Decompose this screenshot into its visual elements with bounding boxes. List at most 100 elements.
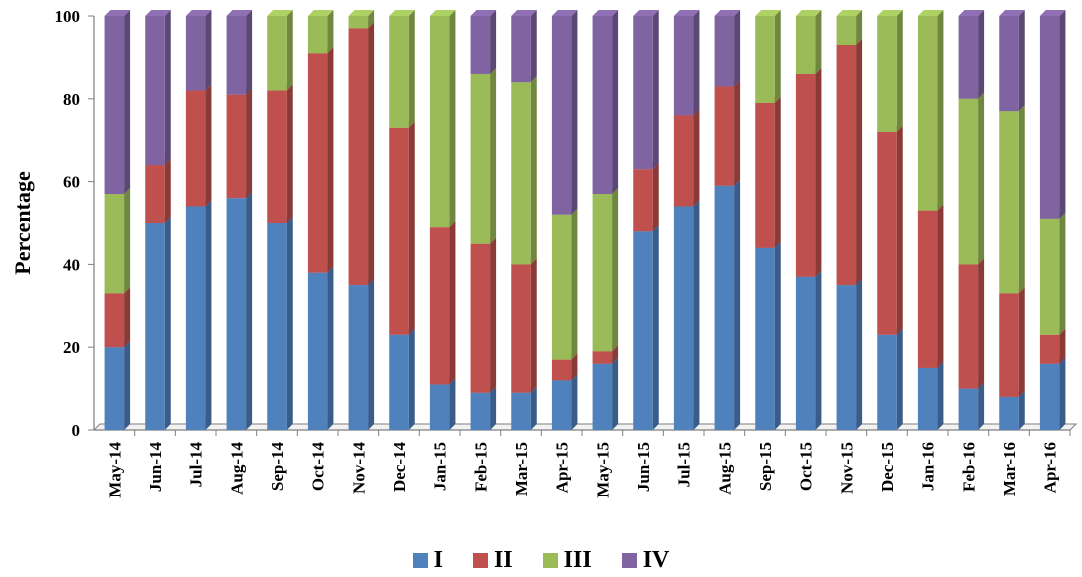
y-tick-label-5: 100 — [55, 7, 81, 26]
bar-top-III-Oct-14 — [307, 10, 334, 16]
bar-side-II-Aug-14 — [246, 88, 253, 199]
bar-IV-Apr-16 — [1039, 16, 1060, 219]
bar-III-Mar-16 — [999, 111, 1019, 294]
x-tick-label-3: Aug-14 — [227, 442, 246, 495]
bar-II-Aug-15 — [714, 86, 735, 186]
bar-side-II-Oct-15 — [815, 67, 822, 277]
bar-side-II-Oct-14 — [327, 47, 334, 273]
legend-label-2: II — [493, 547, 513, 573]
bar-top-IV-Mar-15 — [511, 10, 537, 16]
bar-IV-Jun-15 — [633, 16, 653, 170]
bar-side-III-Mar-16 — [1018, 105, 1025, 294]
bar-I-Mar-16 — [999, 396, 1019, 430]
bar-top-IV-Apr-15 — [551, 10, 578, 16]
bar-III-Dec-14 — [389, 16, 409, 128]
bar-side-II-Sep-15 — [774, 96, 781, 248]
legend-label-1: I — [433, 547, 443, 573]
bar-top-IV-May-15 — [592, 10, 619, 16]
x-tick-label-1: Jun-14 — [146, 442, 165, 493]
x-tick-label-13: Jun-15 — [634, 442, 653, 492]
legend-swatch-1 — [412, 553, 428, 568]
bar-side-I-Dec-15 — [896, 328, 903, 430]
bar-side-IV-Jul-14 — [205, 10, 212, 91]
x-tick-label-23: Apr-16 — [1041, 442, 1060, 493]
bar-IV-Aug-15 — [714, 16, 735, 87]
bar-top-III-Nov-15 — [836, 10, 863, 16]
legend-item-4: IV — [621, 547, 669, 574]
bar-II-Feb-16 — [958, 264, 979, 389]
bar-top-III-Sep-15 — [755, 10, 781, 16]
bar-side-I-Aug-14 — [246, 192, 253, 430]
bar-side-IV-May-15 — [612, 10, 619, 195]
bar-top-IV-Jul-14 — [185, 10, 212, 16]
bar-IV-Feb-16 — [958, 16, 979, 99]
bar-top-IV-Mar-16 — [999, 10, 1025, 16]
legend-label-3: III — [563, 547, 592, 573]
bar-side-I-Feb-16 — [978, 382, 985, 430]
bar-top-III-Nov-14 — [348, 10, 375, 16]
bar-III-May-15 — [592, 194, 613, 352]
x-tick-label-2: Jul-14 — [187, 442, 206, 488]
bar-side-IV-Aug-15 — [734, 10, 741, 87]
bar-side-I-Jun-15 — [652, 225, 659, 430]
bar-top-IV-Aug-15 — [714, 10, 741, 16]
bar-top-III-Dec-14 — [389, 10, 415, 16]
x-tick-label-16: Sep-15 — [756, 442, 775, 491]
bar-side-II-Aug-15 — [734, 80, 741, 186]
bar-side-III-May-15 — [612, 188, 619, 352]
x-tick-label-11: Apr-15 — [553, 442, 572, 493]
bar-side-III-May-14 — [124, 188, 131, 294]
bar-side-III-Apr-16 — [1059, 212, 1066, 335]
bar-side-I-Dec-14 — [408, 328, 415, 430]
bar-side-II-Apr-16 — [1059, 328, 1066, 364]
bar-III-Apr-16 — [1039, 218, 1060, 335]
bar-I-Jan-16 — [917, 367, 938, 430]
bar-side-I-Oct-15 — [815, 270, 822, 430]
bar-side-I-Aug-15 — [734, 179, 741, 430]
bar-top-III-Oct-15 — [795, 10, 822, 16]
bar-II-Jan-15 — [429, 227, 450, 385]
bar-III-Sep-15 — [755, 16, 775, 103]
bar-side-II-Jul-15 — [693, 109, 700, 207]
bar-side-II-Jun-15 — [652, 163, 659, 232]
bar-side-IV-Jul-15 — [693, 10, 700, 116]
legend-item-2: II — [472, 547, 513, 574]
bar-III-Nov-14 — [348, 16, 369, 29]
bar-II-Sep-15 — [755, 102, 775, 248]
bar-II-May-14 — [104, 293, 125, 348]
bar-I-Sep-15 — [755, 247, 775, 430]
bar-side-III-Nov-15 — [856, 10, 863, 45]
bar-IV-Mar-16 — [999, 16, 1019, 112]
bar-side-IV-Mar-15 — [530, 10, 537, 83]
bar-II-Sep-14 — [267, 90, 287, 224]
bar-III-Feb-15 — [470, 73, 491, 244]
bar-side-IV-May-14 — [124, 10, 131, 195]
x-tick-label-8: Jan-15 — [431, 442, 450, 491]
bar-IV-Apr-15 — [551, 16, 572, 215]
bar-side-III-Oct-15 — [815, 10, 822, 74]
y-tick-label-0: 0 — [72, 421, 81, 440]
bar-side-III-Dec-15 — [896, 10, 903, 132]
bar-side-I-Jan-15 — [449, 378, 456, 430]
x-tick-label-14: Jul-15 — [675, 442, 694, 487]
bar-IV-Jun-14 — [145, 16, 165, 166]
bar-I-Dec-14 — [389, 334, 409, 430]
bar-top-IV-Jul-15 — [673, 10, 700, 16]
y-tick-label-3: 60 — [63, 173, 80, 192]
bar-I-Aug-14 — [226, 198, 247, 430]
bar-IV-Jul-15 — [673, 16, 694, 116]
bar-side-IV-Apr-15 — [571, 10, 578, 215]
bar-III-Jan-15 — [429, 16, 450, 228]
bar-I-Nov-14 — [348, 285, 369, 430]
bar-side-II-Sep-14 — [286, 84, 293, 224]
bar-II-Oct-14 — [307, 53, 328, 273]
bar-top-IV-Jun-15 — [633, 10, 659, 16]
bar-II-Dec-15 — [877, 131, 897, 335]
bar-II-Dec-14 — [389, 127, 409, 335]
bar-II-Jul-15 — [673, 115, 694, 207]
bar-side-III-Sep-15 — [774, 10, 781, 103]
bar-top-III-Jan-15 — [429, 10, 456, 16]
bar-IV-Aug-14 — [226, 16, 247, 95]
bar-II-Mar-15 — [511, 264, 531, 393]
